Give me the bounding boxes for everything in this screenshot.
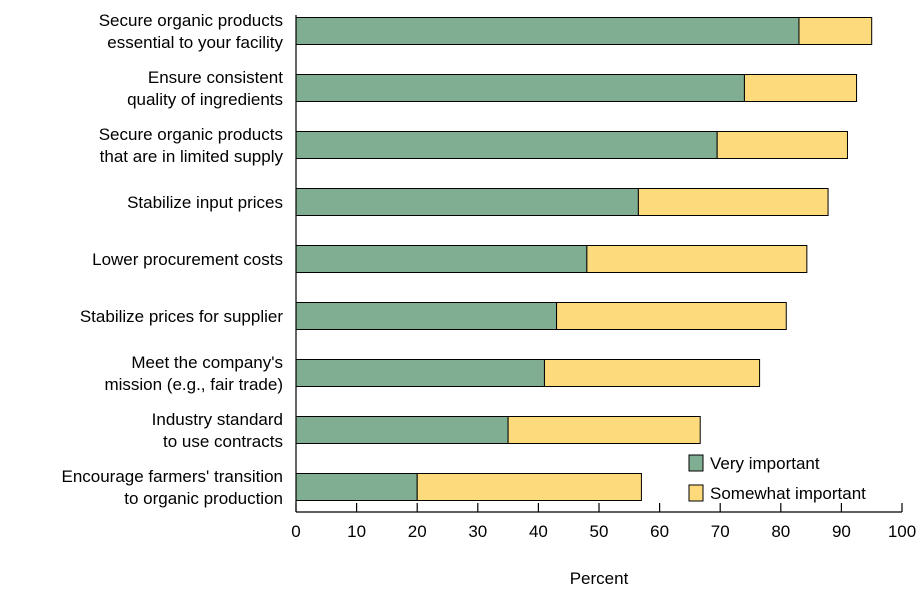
category-label-line: quality of ingredients (127, 90, 283, 109)
x-tick-label-60: 60 (650, 522, 669, 541)
category-label-line: Stabilize prices for supplier (80, 307, 283, 326)
category-label-line: mission (e.g., fair trade) (104, 375, 283, 394)
x-tick-label-90: 90 (832, 522, 851, 541)
x-tick-label-100: 100 (888, 522, 916, 541)
category-label-line: Encourage farmers' transition (61, 467, 283, 486)
category-label-line: Stabilize input prices (127, 193, 283, 212)
bar-somewhat-2 (716, 131, 848, 159)
bar-somewhat-6 (543, 359, 761, 387)
bar-very-6 (295, 359, 545, 387)
x-axis-title: Percent (570, 569, 629, 588)
bar-somewhat-8 (416, 473, 642, 501)
bar-somewhat-3 (637, 188, 829, 216)
legend-swatch-0 (688, 454, 704, 472)
category-label-line: Meet the company's (131, 353, 283, 372)
category-label-line: Ensure consistent (148, 68, 283, 87)
bar-very-2 (295, 131, 718, 159)
category-label-1: Ensure consistent quality of ingredients (127, 68, 283, 109)
category-label-line: Secure organic products (99, 125, 283, 144)
legend-label-1: Somewhat important (710, 484, 866, 503)
x-tick-label-80: 80 (771, 522, 790, 541)
bars (295, 17, 873, 501)
category-labels: Secure organic products essential to your… (61, 11, 283, 508)
category-label-line: Industry standard (152, 410, 283, 429)
category-label-4: Lower procurement costs (92, 250, 283, 269)
bar-very-0 (295, 17, 800, 45)
legend-swatch-1 (688, 484, 704, 502)
x-tick-label-0: 0 (291, 522, 300, 541)
x-tick-label-30: 30 (468, 522, 487, 541)
x-axis: 0 10 20 30 40 50 60 70 80 90 100 (291, 15, 916, 541)
bar-very-5 (295, 302, 558, 330)
category-label-3: Stabilize input prices (127, 193, 283, 212)
bar-somewhat-5 (556, 302, 787, 330)
bar-very-4 (295, 245, 588, 273)
x-tick-label-40: 40 (529, 522, 548, 541)
category-label-line: to organic production (124, 489, 283, 508)
legend: Very important Somewhat important (688, 454, 866, 503)
legend-label-0: Very important (710, 454, 820, 473)
bar-somewhat-1 (743, 74, 858, 102)
bar-somewhat-7 (507, 416, 701, 444)
category-label-2: Secure organic products that are in limit… (99, 125, 284, 166)
category-label-line: Secure organic products (99, 11, 283, 30)
x-tick-label-50: 50 (590, 522, 609, 541)
category-label-line: that are in limited supply (100, 147, 284, 166)
category-label-0: Secure organic products essential to your… (99, 11, 284, 52)
category-label-8: Encourage farmers' transition to organic … (61, 467, 283, 508)
bar-very-3 (295, 188, 639, 216)
category-label-7: Industry standard to use contracts (152, 410, 283, 451)
bar-somewhat-0 (798, 17, 873, 45)
bar-very-1 (295, 74, 745, 102)
category-label-line: Lower procurement costs (92, 250, 283, 269)
category-label-5: Stabilize prices for supplier (80, 307, 283, 326)
bar-somewhat-4 (586, 245, 808, 273)
category-label-6: Meet the company's mission (e.g., fair tr… (104, 353, 283, 394)
x-tick-label-20: 20 (408, 522, 427, 541)
category-label-line: essential to your facility (107, 33, 283, 52)
bar-very-7 (295, 416, 509, 444)
x-tick-label-10: 10 (347, 522, 366, 541)
x-tick-label-70: 70 (711, 522, 730, 541)
bar-very-8 (295, 473, 418, 501)
category-label-line: to use contracts (163, 432, 283, 451)
